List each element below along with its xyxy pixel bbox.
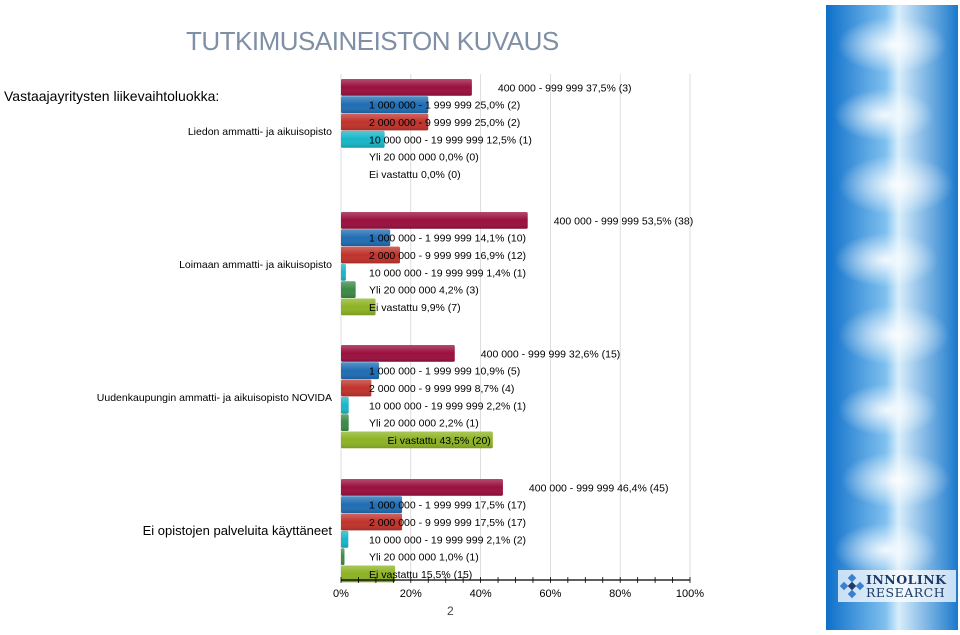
logo-name: INNOLINK	[866, 572, 947, 587]
bar-shade	[341, 513, 403, 531]
bar-label: 400 000 - 999 999 53,5% (38)	[554, 215, 694, 227]
group-label: Liedon ammatti- ja aikuisopisto	[188, 126, 332, 138]
bar-shade	[341, 396, 349, 414]
bar-shade	[341, 113, 429, 131]
bar-label: Ei vastattu 9,9% (7)	[369, 302, 461, 314]
bar-label: 1 000 000 - 1 999 999 10,9% (5)	[369, 366, 520, 378]
logo-subtitle: RESEARCH	[866, 585, 946, 600]
bar-shade	[341, 212, 528, 229]
bar-shade	[341, 479, 503, 496]
x-tick-label: 100%	[676, 588, 704, 600]
bar-label: 10 000 000 - 19 999 999 1,4% (1)	[369, 267, 526, 279]
bar-shade	[341, 565, 396, 583]
bar-shade	[341, 431, 493, 449]
bar-label: Yli 20 000 000 2,2% (1)	[369, 418, 479, 430]
bar-shade	[341, 548, 345, 565]
x-axis: 0% 20% 40% 60% 80% 100%	[333, 577, 704, 600]
bar-shade	[341, 96, 429, 114]
bar-label: 400 000 - 999 999 46,4% (45)	[529, 482, 669, 494]
bar-label: 1 000 000 - 1 999 999 14,1% (10)	[369, 233, 526, 245]
bar-labels: 400 000 - 999 999 37,5% (3) 1 000 000 - 1…	[369, 82, 693, 581]
bar-shade	[341, 530, 349, 548]
bar-shade	[341, 281, 356, 298]
bar-chart: 400 000 - 999 999 37,5% (3) 1 000 000 - 1…	[97, 74, 704, 600]
bar-shade	[341, 229, 391, 247]
bar-label: Ei vastattu 43,5% (20)	[388, 435, 491, 447]
bar-shade	[341, 414, 349, 431]
logo-mark-icon	[840, 574, 864, 598]
bar-label: 10 000 000 - 19 999 999 2,1% (2)	[369, 534, 526, 546]
bar-label: 2 000 000 - 9 999 999 8,7% (4)	[369, 383, 514, 395]
bar-shade	[341, 130, 385, 148]
bar-label: 10 000 000 - 19 999 999 12,5% (1)	[369, 134, 532, 146]
group-label: Ei opistojen palveluita käyttäneet	[143, 523, 333, 538]
group-label: Uudenkaupungin ammatti- ja aikuisopisto …	[97, 392, 332, 404]
bar-label: Ei vastattu 15,5% (15)	[369, 569, 472, 581]
bar-label: Ei vastattu 0,0% (0)	[369, 169, 461, 181]
x-tick-label: 20%	[400, 588, 422, 600]
x-tick-label: 60%	[539, 588, 561, 600]
bar-label: 2 000 000 - 9 999 999 17,5% (17)	[369, 517, 526, 529]
x-tick-label: 0%	[333, 588, 349, 600]
bar-label: 400 000 - 999 999 32,6% (15)	[481, 348, 621, 360]
bar-label: 2 000 000 - 9 999 999 25,0% (2)	[369, 117, 520, 129]
bar-label: Yli 20 000 000 0,0% (0)	[369, 152, 479, 164]
bar-shade	[341, 345, 455, 362]
decorative-xray-image	[826, 5, 958, 630]
bar-label: 1 000 000 - 1 999 999 17,5% (17)	[369, 500, 526, 512]
group-labels: Liedon ammatti- ja aikuisopisto Loimaan a…	[97, 126, 333, 538]
chart-subtitle: Vastaajayritysten liikevaihtoluokka:	[4, 88, 220, 104]
bar-label: 2 000 000 - 9 999 999 16,9% (12)	[369, 250, 526, 262]
x-tick-label: 40%	[470, 588, 492, 600]
bar-shade	[341, 246, 400, 264]
innolink-logo: INNOLINK RESEARCH	[838, 570, 956, 602]
bar-shade	[341, 379, 372, 397]
bar-label: 400 000 - 999 999 37,5% (3)	[498, 82, 632, 94]
bar-label: Yli 20 000 000 1,0% (1)	[369, 552, 479, 564]
page-title: TUTKIMUSAINEISTON KUVAUS	[186, 26, 559, 56]
bar-shade	[341, 362, 380, 380]
bar-shade	[341, 79, 472, 96]
group-label: Loimaan ammatti- ja aikuisopisto	[179, 259, 332, 271]
x-tick-label: 80%	[609, 588, 631, 600]
bar-shade	[341, 298, 376, 316]
bar-label: Yli 20 000 000 4,2% (3)	[369, 285, 479, 297]
page-number: 2	[447, 604, 454, 618]
bar-label: 10 000 000 - 19 999 999 2,2% (1)	[369, 400, 526, 412]
bar-label: 1 000 000 - 1 999 999 25,0% (2)	[369, 100, 520, 112]
bar-shade	[341, 263, 346, 281]
bars	[341, 79, 528, 583]
bar-shade	[341, 496, 403, 514]
